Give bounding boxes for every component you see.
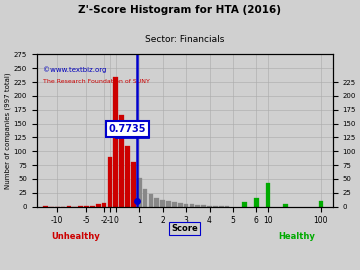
Bar [166, 201, 171, 207]
Bar [225, 205, 229, 207]
Bar [283, 204, 288, 207]
Bar [143, 189, 148, 207]
Bar [160, 200, 165, 207]
Bar [102, 203, 107, 207]
Bar [113, 76, 118, 207]
Bar [242, 202, 247, 207]
Bar [78, 205, 83, 207]
Bar [319, 201, 323, 207]
Bar [254, 198, 259, 207]
Bar [178, 203, 183, 207]
Bar [195, 205, 200, 207]
Text: ©www.textbiz.org: ©www.textbiz.org [42, 66, 106, 73]
Text: Unhealthy: Unhealthy [51, 232, 99, 241]
Bar [149, 194, 153, 207]
Text: Score: Score [171, 224, 198, 233]
Bar [119, 115, 124, 207]
Text: Healthy: Healthy [279, 232, 315, 241]
Bar [172, 202, 177, 207]
Bar [84, 206, 89, 207]
Text: Sector: Financials: Sector: Financials [145, 35, 224, 45]
Bar [137, 178, 141, 207]
Bar [213, 205, 218, 207]
Text: The Research Foundation of SUNY: The Research Foundation of SUNY [42, 79, 149, 84]
Bar [96, 204, 100, 207]
Bar [207, 205, 212, 207]
Text: Z'-Score Histogram for HTA (2016): Z'-Score Histogram for HTA (2016) [78, 5, 282, 15]
Bar [154, 198, 159, 207]
Bar [90, 205, 95, 207]
Bar [67, 206, 71, 207]
Bar [131, 162, 136, 207]
Bar [108, 157, 112, 207]
Bar [219, 206, 224, 207]
Text: 0.7735: 0.7735 [109, 124, 146, 134]
Bar [184, 204, 188, 207]
Bar [266, 183, 270, 207]
Bar [125, 146, 130, 207]
Bar [190, 204, 194, 207]
Bar [43, 206, 48, 207]
Bar [201, 205, 206, 207]
Y-axis label: Number of companies (997 total): Number of companies (997 total) [4, 72, 11, 189]
